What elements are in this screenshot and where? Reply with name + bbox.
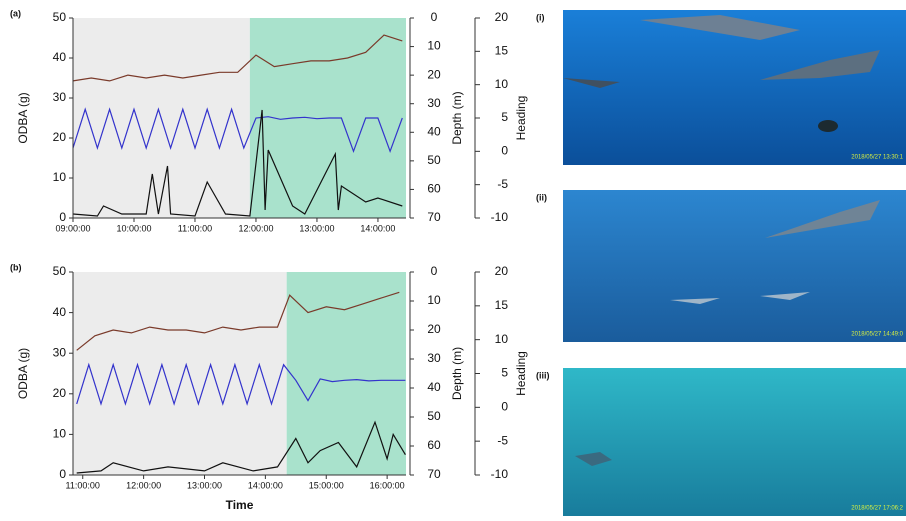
y3-tick-label: -5 [497,177,508,191]
y3-tick-label: 5 [501,366,508,380]
y3-tick-label: -5 [497,433,508,447]
y2-tick-label: 70 [427,210,441,224]
panel-label: (a) [10,8,21,18]
y-tick-label: 40 [53,50,67,64]
y2-tick-label: 20 [427,322,441,336]
y3-tick-label: 20 [495,264,509,278]
x-tick-label: 10:00:00 [116,223,151,233]
y2-tick-label: 50 [427,409,441,423]
x-tick-label: 12:00:00 [126,480,161,490]
photo-i [563,10,906,165]
photo-label: (i) [536,12,545,22]
y3-tick-label: 10 [495,77,509,91]
y3-tick-label: 15 [495,298,509,312]
x-tick-label: 11:00:00 [178,223,212,233]
x-tick-label: 09:00:00 [55,223,90,233]
photo-label: (ii) [536,192,547,202]
y3-tick-label: -10 [491,467,509,481]
shaded-region [73,272,287,475]
y3-axis-title: Heading [514,96,528,141]
x-tick-label: 14:00:00 [248,480,283,490]
photo-iii [563,368,906,516]
panel-label: (b) [10,262,22,272]
y-tick-label: 0 [59,210,66,224]
x-tick-label: 13:00:00 [187,480,222,490]
y2-tick-label: 50 [427,153,441,167]
photo-ii [563,190,906,342]
y-tick-label: 10 [53,170,67,184]
data-line [76,362,406,406]
y2-tick-label: 40 [427,380,441,394]
y2-tick-label: 70 [427,467,441,481]
y-axis-title: ODBA (g) [16,348,30,399]
y-tick-label: 50 [53,10,67,24]
y2-tick-label: 0 [431,264,438,278]
y-tick-label: 0 [59,467,66,481]
photo-timestamp: 2018/05/27 17:06:2 [851,506,903,512]
x-tick-label: 12:00:00 [238,223,273,233]
y2-tick-label: 20 [427,67,441,81]
y3-tick-label: 5 [501,110,508,124]
y3-tick-label: 20 [495,10,509,24]
data-line [72,109,403,217]
photo-label: (iii) [536,370,550,380]
y2-axis-title: Depth (m) [450,91,464,144]
y2-tick-label: 0 [431,10,438,24]
y2-tick-label: 40 [427,124,441,138]
y2-tick-label: 10 [427,293,441,307]
data-line [76,420,406,474]
data-line [72,107,403,154]
photo-timestamp: 2018/05/27 14:49:0 [851,332,903,338]
data-line [76,291,400,351]
y2-tick-label: 30 [427,351,441,365]
y3-tick-label: 10 [495,332,509,346]
y3-tick-label: -10 [491,210,509,224]
y-tick-label: 30 [53,345,67,359]
y2-tick-label: 30 [427,96,441,110]
y-tick-label: 40 [53,305,67,319]
y-tick-label: 30 [53,90,67,104]
y2-tick-label: 60 [427,182,441,196]
y-tick-label: 20 [53,386,67,400]
x-tick-label: 13:00:00 [299,223,334,233]
y3-tick-label: 0 [501,400,508,414]
y2-tick-label: 60 [427,438,441,452]
x-tick-label: 11:00:00 [66,480,100,490]
y3-tick-label: 0 [501,144,508,158]
shaded-region [286,272,406,475]
x-axis-title: Time [226,498,254,512]
y-tick-label: 20 [53,130,67,144]
y3-tick-label: 15 [495,44,509,58]
photo-timestamp: 2018/05/27 13:30:1 [851,155,903,161]
y-axis-title: ODBA (g) [16,92,30,143]
y3-axis-title: Heading [514,351,528,396]
y-tick-label: 50 [53,264,67,278]
data-line [72,34,403,82]
y2-tick-label: 10 [427,39,441,53]
x-tick-label: 15:00:00 [309,480,344,490]
x-tick-label: 16:00:00 [370,480,405,490]
y2-axis-title: Depth (m) [450,347,464,400]
y-tick-label: 10 [53,427,67,441]
x-tick-label: 14:00:00 [360,223,395,233]
